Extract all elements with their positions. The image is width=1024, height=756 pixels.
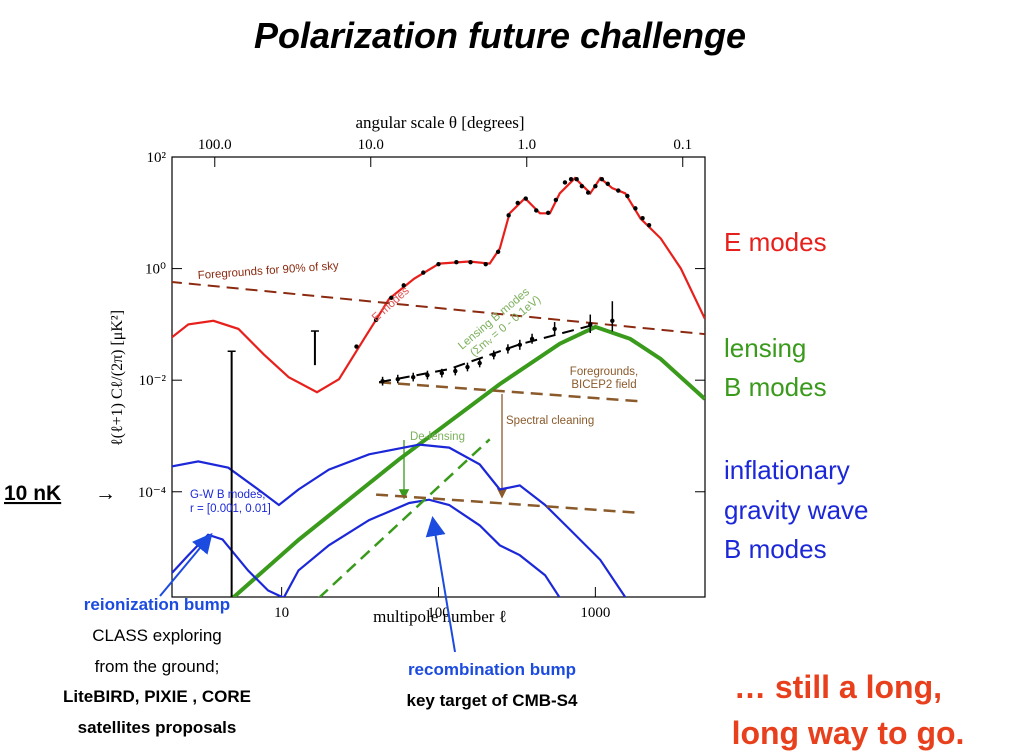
data-point (465, 364, 470, 370)
data-point (373, 317, 379, 323)
data-point (640, 216, 645, 221)
data-point (401, 283, 406, 288)
x-tick-label: 10 (274, 605, 289, 621)
data-point (574, 177, 579, 182)
right-label: lensing (724, 333, 806, 363)
data-point (588, 322, 593, 327)
data-point (454, 260, 459, 265)
data-point (495, 249, 501, 254)
data-point (411, 375, 416, 380)
data-point (568, 177, 574, 182)
x-axis-label: multipole number ℓ (373, 607, 507, 626)
x2-tick-label: 1.0 (517, 137, 536, 153)
y-axis-label: ℓ(ℓ+1) Cℓ/(2π) [μK²] (109, 310, 126, 446)
data-point (610, 318, 615, 323)
y-tick-label: 10⁰ (145, 262, 166, 278)
data-point (616, 188, 621, 193)
data-point (483, 261, 488, 267)
data-point (491, 352, 496, 358)
series-line (318, 438, 491, 597)
data-point (436, 261, 441, 267)
data-point (534, 208, 539, 213)
x-tick-label: 1000 (580, 605, 610, 621)
series-line (379, 380, 639, 403)
x2-tick-label: 100.0 (198, 137, 232, 153)
data-point (453, 368, 458, 374)
y-tick-label: 10⁻⁴ (138, 485, 166, 501)
data-point (354, 344, 359, 349)
data-point (468, 260, 473, 265)
data-point (515, 200, 520, 206)
callout-arrow (159, 532, 213, 597)
data-point (585, 190, 591, 195)
right-label: inflationary (724, 455, 850, 485)
data-point (529, 336, 535, 342)
x2-tick-label: 0.1 (673, 137, 692, 153)
data-point (505, 346, 511, 352)
data-point (552, 326, 557, 332)
data-point (599, 177, 605, 182)
series-line (231, 324, 705, 597)
note: recombination bump (408, 660, 576, 679)
data-point (506, 213, 511, 218)
data-point (421, 270, 426, 275)
data-point (545, 210, 551, 215)
x2-tick-label: 10.0 (358, 137, 384, 153)
y-tick-label: 10² (147, 150, 167, 166)
slide-title: Polarization future challenge (254, 15, 746, 56)
data-point (425, 372, 430, 378)
chart-annotation: De-lensing (410, 431, 465, 443)
conclusion: long way to go. (732, 715, 965, 751)
conclusion: … still a long, (734, 669, 942, 705)
plot-area (172, 176, 705, 597)
chart-annotation: Foregrounds, (570, 366, 638, 378)
data-point (625, 193, 630, 199)
chart-annotation: Spectral cleaning (506, 415, 594, 427)
chart-annotation: G-W B modes, (190, 489, 265, 501)
marker-label: 10 nK (4, 482, 61, 505)
note: from the ground; (95, 657, 220, 676)
y-tick-label: 10⁻² (139, 373, 167, 389)
chart-annotation: r = [0.001, 0.01] (190, 503, 271, 515)
data-point (605, 181, 610, 187)
data-point (517, 342, 523, 348)
right-label: B modes (724, 534, 827, 564)
note: key target of CMB-S4 (407, 691, 579, 710)
chart-annotation: BICEP2 field (571, 379, 636, 391)
data-point (523, 196, 528, 201)
data-point (395, 377, 400, 382)
note: reionization bump (84, 595, 230, 614)
series-line (376, 493, 639, 515)
note: CLASS exploring (92, 626, 221, 645)
right-label: B modes (724, 372, 827, 402)
series-line (172, 443, 627, 597)
right-label: E modes (724, 227, 827, 257)
data-point (562, 180, 568, 185)
callout-arrow (425, 516, 456, 653)
x2-axis-label: angular scale θ [degrees] (355, 113, 524, 132)
note: LiteBIRD, PIXIE , CORE (63, 687, 251, 706)
series-line (172, 281, 705, 336)
data-point (439, 370, 445, 376)
right-label: gravity wave (724, 495, 869, 525)
data-point (380, 378, 385, 384)
x-tick-label: 100 (427, 605, 450, 621)
series-line (172, 498, 561, 597)
data-point (477, 360, 482, 366)
data-point (593, 183, 598, 189)
note: satellites proposals (78, 718, 237, 737)
data-point (633, 206, 638, 211)
data-point (646, 222, 652, 228)
data-point (389, 295, 394, 300)
marker-arrow: → (95, 482, 116, 505)
data-point (579, 183, 585, 189)
data-point (553, 197, 559, 203)
